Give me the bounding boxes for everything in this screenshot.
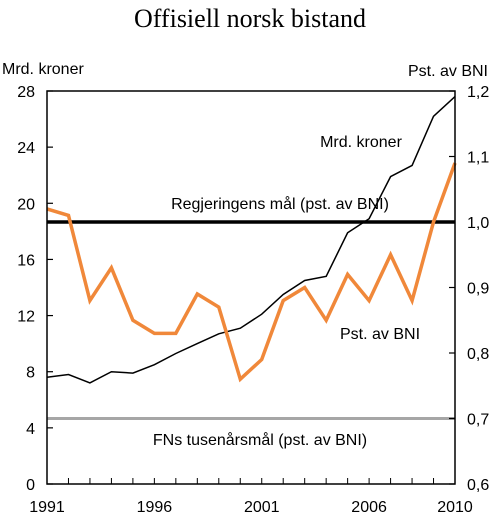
- left-tick-label: 0: [26, 477, 35, 494]
- series-line-1: [46, 96, 456, 384]
- series-label-pst-av-bni: Pst. av BNI: [340, 326, 420, 343]
- series-label-mrd-kroner: Mrd. kroner: [320, 134, 402, 151]
- x-tick-label: 1991: [29, 499, 65, 516]
- x-tick-label: 1996: [137, 499, 173, 516]
- right-tick-label: 0,8: [467, 346, 489, 363]
- right-tick-label: 0,6: [467, 477, 489, 494]
- right-tick-label: 1,2: [467, 84, 489, 101]
- x-tick-label: 2001: [244, 499, 280, 516]
- right-tick-label: 1,0: [467, 215, 489, 232]
- chart-title: Offisiell norsk bistand: [134, 4, 366, 33]
- x-tick-label: 2006: [351, 499, 387, 516]
- ref-line-label-regjering: Regjeringens mål (pst. av BNI): [171, 195, 389, 213]
- reference-lines: [47, 220, 455, 420]
- series-line-2: [46, 162, 457, 383]
- x-tick-label: 2010: [437, 499, 473, 516]
- right-tick-label: 1,1: [467, 150, 489, 167]
- series-lines: [46, 96, 457, 384]
- right-axis-label: Pst. av BNI: [408, 63, 488, 80]
- left-tick-label: 28: [17, 84, 35, 101]
- right-tick-label: 0,9: [467, 281, 489, 298]
- left-tick-label: 20: [17, 196, 35, 213]
- left-tick-label: 24: [17, 140, 35, 157]
- left-tick-label: 8: [26, 365, 35, 382]
- left-axis-label: Mrd. kroner: [2, 61, 84, 78]
- ticks: 0 4 8 12 16 20 24 28 0,6 0,7 0,8 0,9 1,0 1,1 1,2 1991 19…: [17, 84, 489, 516]
- ref-line-label-fn: FNs tusenårsmål (pst. av BNI): [153, 431, 367, 449]
- left-tick-label: 4: [26, 421, 35, 438]
- right-tick-label: 0,7: [467, 412, 489, 429]
- left-tick-label: 12: [17, 309, 35, 326]
- left-tick-label: 16: [17, 252, 35, 269]
